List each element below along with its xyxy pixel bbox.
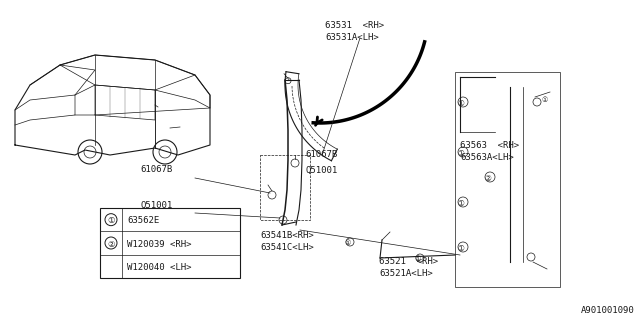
Text: 61067B: 61067B xyxy=(305,150,337,159)
Text: ②: ② xyxy=(108,239,115,249)
Bar xyxy=(455,72,560,287)
Text: 63563  <RH>: 63563 <RH> xyxy=(460,141,519,150)
Text: A901001090: A901001090 xyxy=(581,306,635,315)
Text: ①: ① xyxy=(458,148,465,157)
Text: ①: ① xyxy=(458,99,465,108)
Text: Q51001: Q51001 xyxy=(140,201,172,210)
Text: 63563A<LH>: 63563A<LH> xyxy=(460,153,514,162)
Text: ①: ① xyxy=(458,198,465,207)
Text: 63562E: 63562E xyxy=(127,216,159,225)
Text: ①: ① xyxy=(345,240,351,246)
Text: W120040 <LH>: W120040 <LH> xyxy=(127,263,191,272)
Text: 63531A<LH>: 63531A<LH> xyxy=(325,33,379,42)
Bar xyxy=(100,208,240,278)
Text: 63531  <RH>: 63531 <RH> xyxy=(325,21,384,30)
Text: ①: ① xyxy=(108,216,115,225)
Bar xyxy=(260,155,310,220)
Text: 63541B<RH>: 63541B<RH> xyxy=(260,231,314,240)
Text: ②: ② xyxy=(484,173,492,182)
Text: ①: ① xyxy=(415,256,421,262)
Text: W120039 <RH>: W120039 <RH> xyxy=(127,239,191,249)
Text: 63521A<LH>: 63521A<LH> xyxy=(379,269,433,278)
Text: Q51001: Q51001 xyxy=(305,166,337,175)
Text: 63541C<LH>: 63541C<LH> xyxy=(260,243,314,252)
Text: ①: ① xyxy=(458,244,465,252)
Text: ①: ① xyxy=(542,97,548,103)
Text: 63521  <RH>: 63521 <RH> xyxy=(379,257,438,266)
Text: 61067B: 61067B xyxy=(140,165,172,174)
